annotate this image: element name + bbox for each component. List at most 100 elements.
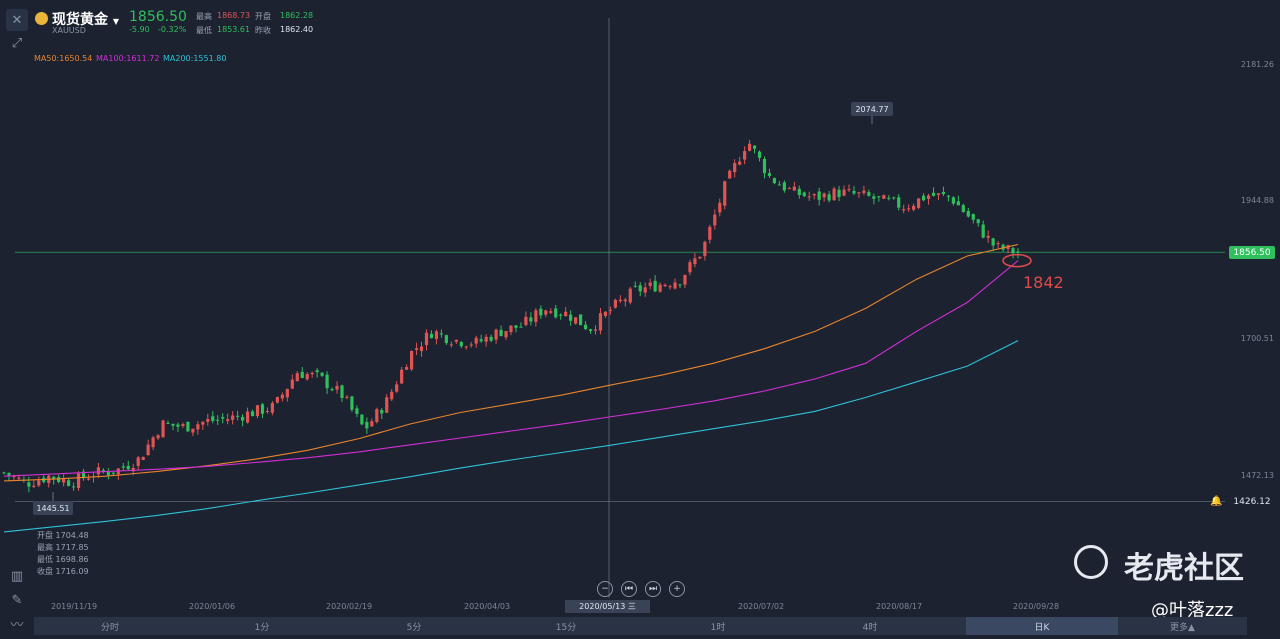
candle-body [549, 311, 553, 313]
candle-body [211, 416, 215, 421]
x-tick: 2019/11/19 [51, 602, 98, 611]
tab-5min[interactable]: 5分 [406, 622, 422, 633]
candle-body [300, 371, 304, 379]
candle-body [151, 437, 155, 448]
candle-body [275, 397, 279, 403]
candle-body [320, 372, 324, 376]
candle-body [564, 311, 568, 317]
scroll-end-button[interactable]: ⏭ [645, 581, 661, 597]
candle-body [892, 197, 896, 199]
watermark-text: 老虎社区 [1124, 551, 1244, 586]
candle-body [325, 374, 329, 389]
candle-body [405, 367, 409, 370]
candle-body [424, 332, 429, 346]
candle-body [787, 188, 791, 190]
candle-body [643, 287, 647, 293]
instrument-name[interactable]: 现货黄金 ▼ [52, 12, 120, 28]
candle-body [464, 346, 468, 348]
candle-body [673, 282, 677, 289]
close-icon[interactable]: ✕ [6, 9, 28, 31]
candle-body [236, 415, 240, 417]
x-tick: 2020/02/19 [326, 602, 373, 611]
expand-icon[interactable]: ⤢ [11, 35, 23, 51]
x-tick: 2020/08/17 [876, 602, 923, 611]
candle-body [961, 205, 965, 212]
candle-body [867, 192, 871, 196]
tab-daily[interactable]: 日K [966, 617, 1118, 635]
low-marker: 1445.51 [33, 501, 73, 515]
candle-body [111, 472, 115, 474]
candle-body [668, 286, 672, 288]
candle-body [638, 285, 642, 292]
candle-body [648, 282, 652, 286]
ohlc-open: 开盘 1704.48 [37, 531, 89, 540]
ohlc-low: 最低 1698.86 [37, 555, 89, 564]
candle-body [902, 209, 906, 211]
candle-body [976, 219, 980, 224]
candle-body [1001, 244, 1005, 250]
alert-price-tag[interactable]: 1426.12 [1233, 496, 1271, 507]
tab-more[interactable]: 更多▲ [1170, 622, 1195, 633]
prev-close-label: 昨收 [255, 26, 271, 35]
candle-body [255, 405, 260, 417]
candle-body [613, 299, 617, 308]
candle-body [449, 344, 453, 346]
candle-body [494, 329, 498, 340]
zoom-in-button[interactable]: + [669, 581, 685, 597]
candle-body [713, 214, 717, 226]
candle-body [221, 416, 225, 419]
candle-body [847, 189, 851, 191]
candle-body [12, 476, 16, 478]
candle-body [101, 470, 106, 472]
candle-body [290, 379, 294, 389]
price-change: -5.90 [129, 25, 150, 34]
indicator-icon[interactable]: ▥ [10, 568, 24, 584]
candle-body [400, 369, 404, 384]
candle-body [390, 391, 394, 400]
candle-body [747, 143, 752, 151]
candle-body [966, 210, 970, 217]
tab-4hour[interactable]: 4时 [862, 622, 878, 633]
gold-icon [35, 12, 48, 25]
candle-body [7, 472, 11, 476]
candle-body [812, 194, 816, 196]
bell-icon[interactable]: 🔔 [1210, 496, 1223, 507]
candle-body [653, 280, 657, 292]
candle-body [216, 419, 220, 421]
ma100-legend: MA100:1611.72 [96, 54, 160, 63]
candle-body [872, 196, 876, 199]
candle-body [986, 235, 990, 238]
tab-15min[interactable]: 15分 [555, 622, 577, 633]
candle-body [17, 477, 21, 479]
scroll-start-button[interactable]: ⏮ [621, 581, 637, 597]
candle-body [504, 331, 508, 338]
candle-body [907, 208, 911, 210]
candle-body [444, 335, 448, 344]
candle-body [762, 158, 767, 174]
candle-body [37, 480, 41, 486]
candle-body [792, 186, 796, 191]
tab-1min[interactable]: 1分 [254, 622, 270, 633]
candle-body [583, 324, 588, 330]
tab-1hour[interactable]: 1时 [710, 622, 726, 633]
candle-body [57, 477, 61, 483]
candle-body [593, 329, 598, 331]
prev-close-value: 1862.40 [280, 25, 314, 34]
trend-icon[interactable]: 〰 [10, 617, 24, 633]
candle-body [360, 414, 364, 425]
candle-body [757, 151, 762, 158]
candle-body [335, 385, 339, 390]
candle-body [166, 422, 170, 424]
candle-body [698, 256, 702, 259]
candle-body [728, 170, 732, 179]
candle-body [897, 197, 901, 208]
candle-body [265, 410, 270, 412]
candle-body [569, 314, 573, 321]
tab-fenshi[interactable]: 分时 [100, 622, 119, 633]
zoom-out-button[interactable]: − [597, 581, 613, 597]
draw-icon[interactable]: ✎ [11, 592, 23, 608]
candle-body [514, 325, 518, 328]
candle-body [708, 226, 712, 240]
candle-body [270, 402, 275, 413]
